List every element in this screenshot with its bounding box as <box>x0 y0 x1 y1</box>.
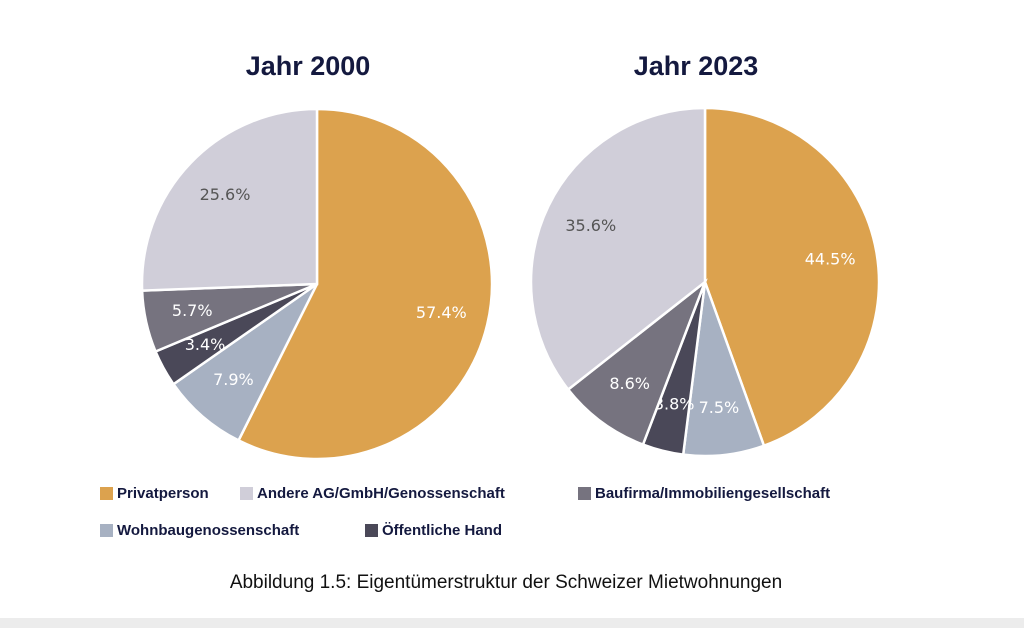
legend-label: Wohnbaugenossenschaft <box>117 522 299 539</box>
value-label: 25.6% <box>200 185 251 204</box>
bottom-bar <box>0 618 1024 628</box>
pie-slice <box>566 278 708 447</box>
value-label: 44.5% <box>805 250 856 269</box>
pie-slice <box>236 107 494 461</box>
value-label: 35.6% <box>565 216 616 235</box>
legend-swatch <box>240 487 253 500</box>
pie-slice <box>140 107 319 292</box>
legend-swatch <box>365 524 378 537</box>
legend-label: Baufirma/Immobiliengesellschaft <box>595 485 830 502</box>
legend-swatch <box>100 524 113 537</box>
value-label: 3.4% <box>185 335 226 354</box>
caption: Abbildung 1.5: Eigentümerstruktur der Sc… <box>230 572 782 593</box>
legend-swatch <box>100 487 113 500</box>
chart-title: Jahr 2000 <box>246 51 371 81</box>
value-label: 3.8% <box>654 395 695 414</box>
value-label: 7.5% <box>699 398 740 417</box>
value-label: 7.9% <box>213 370 254 389</box>
pie-slice <box>529 106 707 392</box>
legend-label: Öffentliche Hand <box>382 522 502 539</box>
chart-title: Jahr 2023 <box>634 51 759 81</box>
pie-slice <box>703 106 881 448</box>
legend-label: Privatperson <box>117 485 209 502</box>
value-label: 8.6% <box>609 374 650 393</box>
value-label: 5.7% <box>172 301 213 320</box>
legend-swatch <box>578 487 591 500</box>
value-label: 57.4% <box>416 303 467 322</box>
legend-label: Andere AG/GmbH/Genossenschaft <box>257 485 505 502</box>
